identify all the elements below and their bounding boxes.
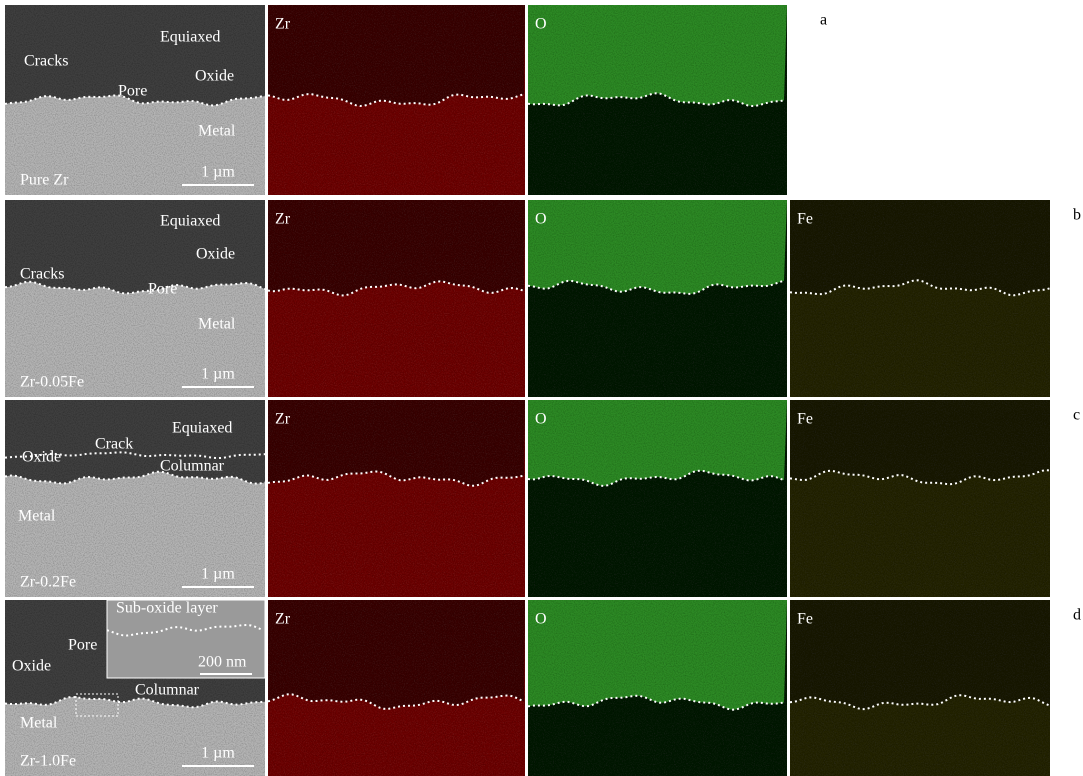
sample-name: Pure Zr (20, 172, 69, 189)
map-label: Zr (275, 411, 291, 428)
map-top (528, 5, 787, 106)
map-top (528, 400, 787, 486)
map-top (790, 600, 1050, 709)
panel-letter: c (1073, 407, 1080, 424)
sem-label: 200 nm (198, 654, 247, 671)
scale-bar-label: 1 µm (201, 566, 235, 583)
scale-bar-label: 1 µm (201, 366, 235, 383)
sample-name: Zr-1.0Fe (20, 753, 76, 770)
panel-letter: b (1073, 207, 1081, 224)
map-label: O (535, 211, 547, 228)
map-label: O (535, 411, 547, 428)
sem-label: Pore (148, 281, 177, 298)
sem-oxide (5, 400, 265, 484)
sem-label: Metal (198, 123, 236, 140)
sem-label: Pore (68, 637, 97, 654)
map-label: O (535, 16, 547, 33)
sem-label: Cracks (24, 53, 68, 70)
panel-letter: a (820, 12, 827, 29)
sem-label: Equiaxed (160, 29, 220, 46)
panel-letter: d (1073, 607, 1081, 624)
scale-bar-label: 1 µm (201, 164, 235, 181)
map-top (268, 200, 525, 296)
figure: Cracks Pore Equiaxed Oxide Metal Pure Zr 1 µm Z… (0, 0, 1083, 776)
sem-label: Columnar (135, 682, 200, 699)
map-top (268, 600, 525, 709)
scale-bar-label: 1 µm (201, 745, 235, 762)
map-top (268, 5, 525, 106)
map-label: Zr (275, 611, 291, 628)
sample-name: Zr-0.2Fe (20, 574, 76, 591)
sem-label: Cracks (20, 266, 64, 283)
sem-label: Equiaxed (160, 213, 220, 230)
sample-name: Zr-0.05Fe (20, 374, 84, 391)
sem-label: Oxide (22, 449, 61, 466)
map-label: Fe (797, 411, 813, 428)
sem-label: Metal (198, 316, 236, 333)
map-label: O (535, 611, 547, 628)
sem-label: Oxide (195, 68, 234, 85)
map-label: Zr (275, 211, 291, 228)
sem-label: Sub-oxide layer (116, 600, 218, 617)
sem-label: Equiaxed (172, 420, 232, 437)
map-top (528, 200, 787, 294)
sem-label: Pore (118, 83, 147, 100)
map-top (268, 400, 525, 486)
map-label: Fe (797, 611, 813, 628)
map-label: Zr (275, 16, 291, 33)
map-top (528, 600, 787, 710)
sem-label: Oxide (12, 658, 51, 675)
map-label: Fe (797, 211, 813, 228)
sem-label: Columnar (160, 458, 225, 475)
sem-label: Metal (18, 508, 56, 525)
sem-label: Crack (95, 436, 133, 453)
sem-label: Metal (20, 715, 58, 732)
sem-label: Oxide (196, 246, 235, 263)
